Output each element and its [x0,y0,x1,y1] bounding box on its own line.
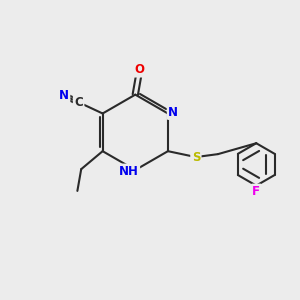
Text: S: S [192,151,200,164]
Text: N: N [59,89,69,102]
Text: N: N [168,106,178,118]
Text: NH: NH [119,165,139,178]
Text: F: F [252,185,260,198]
Text: O: O [135,63,145,76]
Text: C: C [74,96,83,109]
